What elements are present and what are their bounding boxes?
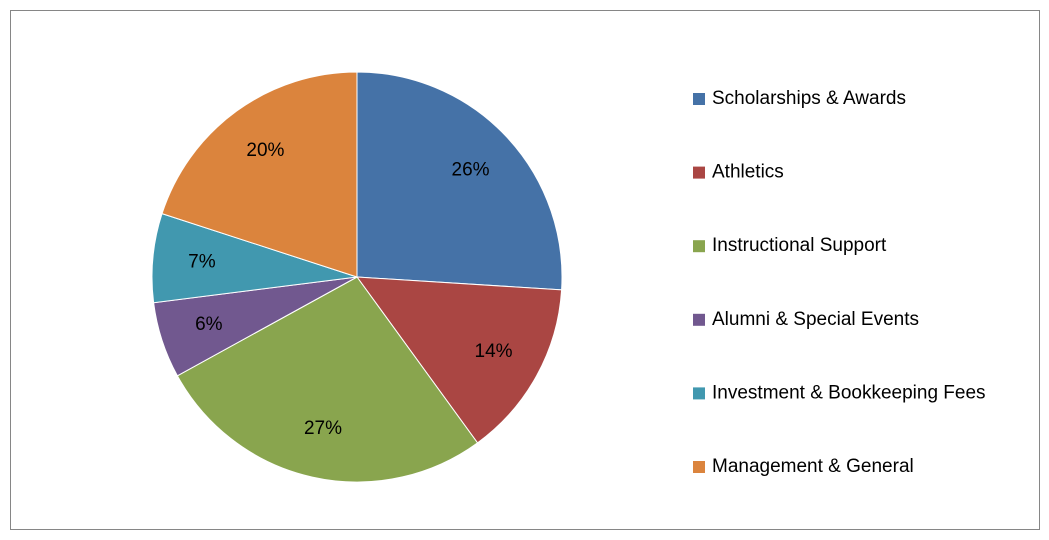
legend-label: Alumni & Special Events bbox=[712, 309, 919, 330]
legend-swatch bbox=[693, 166, 705, 179]
legend-swatch bbox=[693, 93, 705, 105]
data-label: 6% bbox=[195, 314, 223, 335]
legend-swatch bbox=[693, 313, 705, 326]
legend-swatch bbox=[693, 240, 705, 253]
data-label: 14% bbox=[475, 341, 513, 362]
legend-label: Instructional Support bbox=[712, 235, 887, 256]
legend-label: Scholarships & Awards bbox=[712, 88, 906, 109]
pie-slice bbox=[161, 71, 358, 278]
pie-slice bbox=[356, 71, 563, 291]
data-label: 27% bbox=[304, 418, 342, 439]
pie-slice bbox=[355, 276, 563, 444]
legend-label: Investment & Bookkeeping Fees bbox=[712, 382, 986, 403]
legend-label: Athletics bbox=[712, 162, 784, 183]
data-label: 7% bbox=[188, 251, 216, 272]
legend-swatch bbox=[693, 387, 705, 400]
data-label: 26% bbox=[452, 159, 490, 180]
pie-slice bbox=[176, 276, 479, 483]
data-label: 20% bbox=[246, 140, 284, 161]
legend-swatch bbox=[693, 461, 705, 473]
legend-label: Management & General bbox=[712, 456, 914, 477]
